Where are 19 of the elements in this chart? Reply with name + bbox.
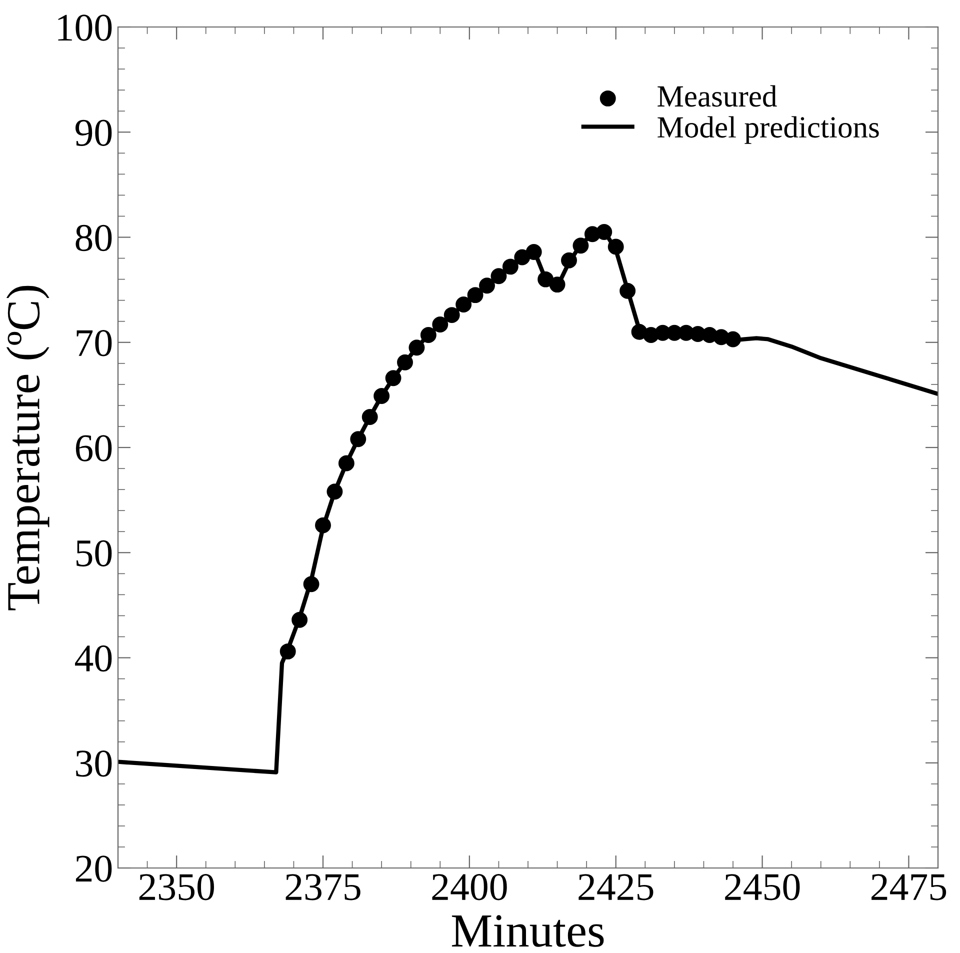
x-tick-label: 2450 xyxy=(725,874,800,900)
y-tick-label: 70 xyxy=(76,330,112,356)
y-tick-label: 80 xyxy=(76,224,112,252)
x-tick-label: 2400 xyxy=(432,874,507,900)
x-tick-label: 2425 xyxy=(578,874,654,900)
x-tick-label: 2350 xyxy=(139,874,214,900)
x-tick-label: 2475 xyxy=(872,874,946,900)
y-axis-title: Temperature (ºC) xyxy=(6,286,50,610)
x-tick-label: 2375 xyxy=(286,874,360,900)
y-tick-label: 60 xyxy=(76,435,112,462)
y-tick-label: 90 xyxy=(76,120,112,146)
y-tick-label: 100 xyxy=(58,14,112,41)
y-tick-label: 30 xyxy=(76,750,112,777)
legend-label: Measured xyxy=(658,85,777,107)
y-tick-label: 20 xyxy=(76,856,112,882)
legend-label: Model predictions xyxy=(658,116,879,144)
y-tick-label: 50 xyxy=(76,540,112,566)
y-tick-label: 40 xyxy=(75,645,112,672)
x-axis-title: Minutes xyxy=(452,915,604,947)
